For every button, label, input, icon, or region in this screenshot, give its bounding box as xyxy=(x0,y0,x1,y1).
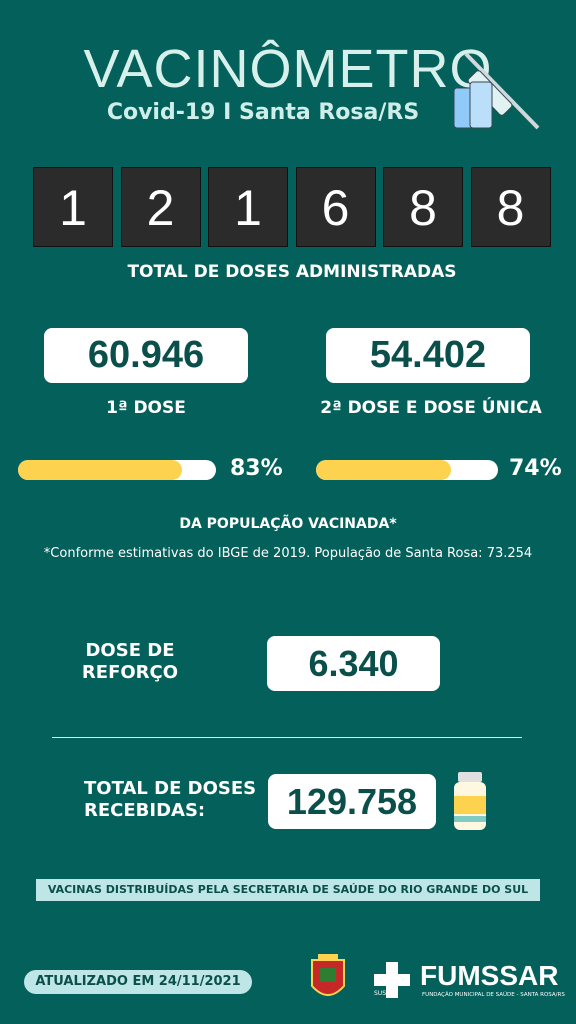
vial-icon xyxy=(454,772,486,830)
subtitle: Covid-19 I Santa Rosa/RS xyxy=(106,100,420,125)
percent-label: 74% xyxy=(509,456,562,481)
updated-badge: ATUALIZADO EM 24/11/2021 xyxy=(24,970,252,994)
digit: 6 xyxy=(295,167,376,247)
title: VACINÔMETRO xyxy=(83,39,493,99)
fumssar-subtitle: FUNDAÇÃO MUNICIPAL DE SAÚDE - SANTA ROSA… xyxy=(422,992,565,998)
banner: VACINAS DISTRIBUÍDAS PELA SECRETARIA DE … xyxy=(36,879,540,901)
received-label-line: TOTAL DE DOSES xyxy=(84,778,257,799)
footnote: *Conforme estimativas do IBGE de 2019. P… xyxy=(43,546,533,561)
booster-value: 6.340 xyxy=(267,636,440,691)
percent-label: 83% xyxy=(230,456,283,481)
booster-label-line: DOSE DE xyxy=(85,640,175,661)
digit: 1 xyxy=(33,167,113,247)
digit: 2 xyxy=(120,167,201,247)
population-note: DA POPULAÇÃO VACINADA* xyxy=(179,516,397,532)
vaccine-icon xyxy=(453,52,540,130)
booster-label-line: REFORÇO xyxy=(81,662,179,683)
digit: 8 xyxy=(383,167,463,247)
progress-track xyxy=(316,460,498,480)
digit: 8 xyxy=(470,167,551,247)
progress-fill xyxy=(316,460,451,480)
divider xyxy=(52,737,522,738)
received-label: TOTAL DE DOSES RECEBIDAS: xyxy=(70,778,264,822)
received-value: 129.758 xyxy=(268,774,436,829)
fumssar-name: FUMSSAR xyxy=(420,960,559,991)
progress-fill xyxy=(18,460,183,480)
progress-track xyxy=(18,460,216,480)
fumssar-cross xyxy=(374,962,410,998)
sus-label: SUS xyxy=(374,990,387,997)
dose-label: 2ª DOSE E DOSE ÚNICA xyxy=(320,398,542,418)
dose-label: 1ª DOSE xyxy=(106,398,186,418)
received-label-line: RECEBIDAS: xyxy=(84,800,206,821)
digit: 1 xyxy=(208,167,288,247)
dose-value: 60.946 xyxy=(44,328,248,383)
counter-label: TOTAL DE DOSES ADMINISTRADAS xyxy=(127,262,457,282)
city-crest xyxy=(311,954,345,996)
booster-label: DOSE DE REFORÇO xyxy=(60,640,200,684)
dose-value: 54.402 xyxy=(326,328,530,383)
